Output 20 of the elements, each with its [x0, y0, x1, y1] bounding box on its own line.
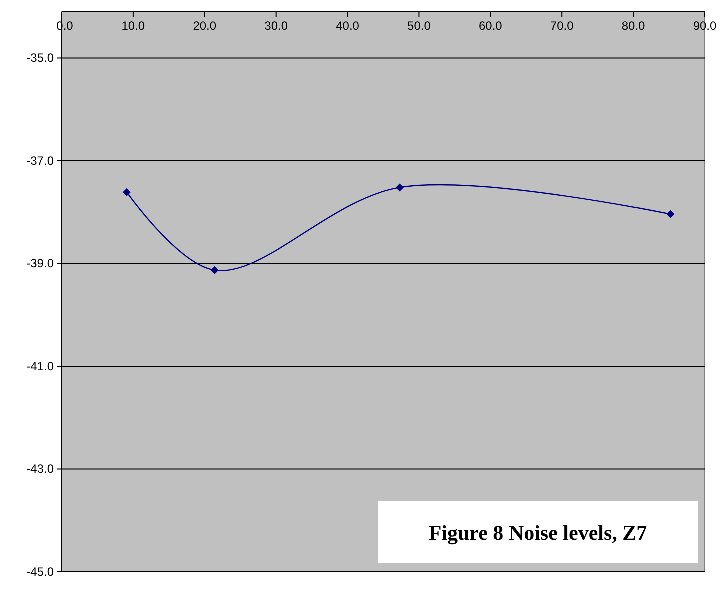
point — [396, 184, 404, 192]
x-tick-label: 80.0 — [622, 19, 646, 33]
text: Figure 8 Noise levels, Z7 — [428, 521, 648, 545]
x-tick-label: 70.0 — [550, 19, 574, 33]
point — [123, 188, 132, 196]
y-tick-label: -39.0 — [26, 256, 54, 271]
x-tick-label: 50.0 — [408, 19, 432, 33]
x-tick-label: 20.0 — [193, 19, 217, 33]
y-tick-label: -43.0 — [26, 462, 54, 476]
y-tick-label: -37.0 — [26, 154, 54, 168]
y-tick-label: -41.0 — [26, 359, 54, 374]
point — [210, 266, 219, 274]
x-tick-label: 60.0 — [478, 19, 503, 33]
point — [666, 210, 675, 218]
x-tick-label: 40.0 — [336, 19, 360, 33]
y-tick-label: -45.0 — [26, 565, 54, 579]
y-tick-label: -35.0 — [26, 51, 54, 66]
x-tick-label: 30.0 — [264, 19, 288, 33]
x-tick-label: 90.0 — [693, 19, 717, 33]
x-tick-label: 10.0 — [122, 19, 146, 33]
